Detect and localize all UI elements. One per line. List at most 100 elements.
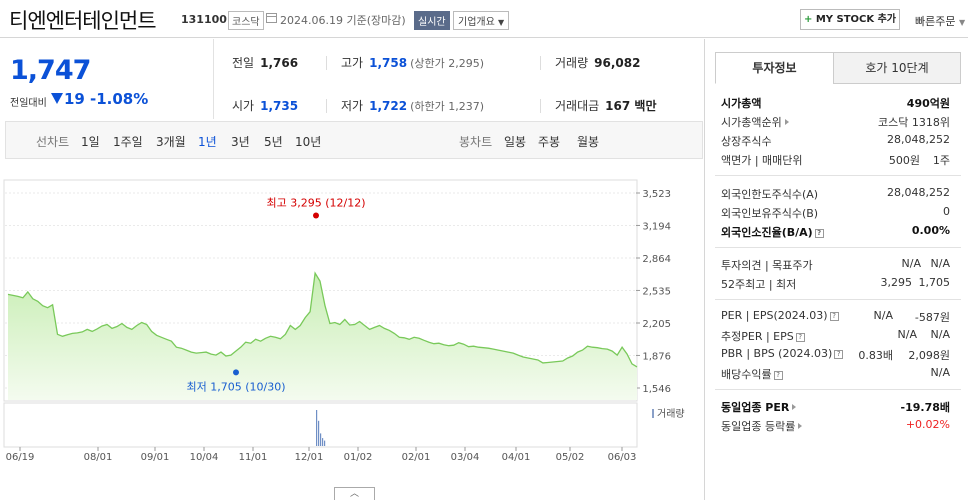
price-change-pct: -1.08%: [90, 90, 149, 108]
y-tick-label: 2,864: [642, 254, 671, 265]
help-icon[interactable]: ?: [834, 350, 844, 359]
corp-info-dropdown[interactable]: 기업개요 ▼: [453, 11, 510, 30]
stat-amount: 거래대금 167 백만: [555, 99, 657, 113]
row-industry-rate[interactable]: 동일업종 등락률 +0.02%: [721, 418, 950, 433]
arrow-right-icon: [792, 404, 797, 410]
tab-1y[interactable]: 1년: [198, 135, 217, 149]
row-per-eps: PER | EPS(2024.03)? N/A -587원: [721, 309, 950, 324]
down-triangle-icon: [51, 93, 63, 104]
stock-code: 131100: [181, 13, 227, 26]
y-tick-label: 3,194: [642, 221, 671, 232]
help-icon[interactable]: ?: [814, 229, 824, 238]
x-tick-label: 11/01: [239, 452, 268, 463]
tab-daily[interactable]: 일봉: [504, 135, 527, 149]
row-foreign-ratio: 외국인소진율(B/A)? 0.00%: [721, 224, 950, 239]
tab-invest-info[interactable]: 투자정보: [715, 52, 834, 84]
quick-order-button[interactable]: 빠른주문 ▼: [915, 15, 966, 28]
tab-monthly[interactable]: 월봉: [577, 135, 600, 149]
x-tick-label: 12/01: [295, 452, 324, 463]
row-foreign-limit: 외국인한도주식수(A) 28,048,252: [721, 186, 950, 201]
volume-legend-swatch: [652, 409, 654, 418]
tab-quote-10[interactable]: 호가 10단계: [833, 52, 961, 84]
y-tick-label: 1,876: [642, 351, 671, 362]
chevron-up-icon: ︿: [349, 489, 359, 499]
stat-volume: 거래량 96,082: [555, 56, 641, 70]
base-date: 2024.06.19 기준(장마감): [280, 14, 406, 27]
low-marker: [233, 369, 239, 376]
chevron-down-icon: ▼: [958, 18, 966, 27]
row-market-cap: 시가총액 490억원: [721, 97, 950, 110]
stat-prev: 전일 1,766: [232, 56, 299, 70]
help-icon[interactable]: ?: [795, 333, 805, 342]
volume-bar: [324, 440, 326, 446]
x-tick-label: 01/02: [344, 452, 373, 463]
price-summary: 1,747 전일대비 19 -1.08%: [0, 39, 213, 119]
row-dividend: 배당수익률? N/A: [721, 366, 950, 381]
arrow-right-icon: [784, 119, 789, 125]
y-tick-label: 2,535: [642, 286, 671, 297]
price-line: [7, 271, 638, 368]
chevron-down-icon: ▼: [498, 18, 505, 27]
y-tick-label: 3,523: [642, 189, 671, 200]
price-area: [8, 273, 637, 400]
volume-bar: [320, 433, 322, 446]
current-price: 1,747: [10, 55, 91, 86]
tab-1d[interactable]: 1일: [81, 135, 100, 149]
volume-bar: [322, 438, 324, 446]
tab-10y[interactable]: 10년: [295, 135, 322, 149]
chart-period-tabs: 선차트 1일 1주일 3개월 1년 3년 5년 10년 봉차트 일봉 주봉 월봉: [5, 121, 703, 159]
row-foreign-hold: 외국인보유주식수(B) 0: [721, 205, 950, 220]
stock-header: 티엔엔터테인먼트 131100 코스닥 2024.06.19 기준(장마감) 실…: [0, 0, 968, 38]
x-tick-label: 09/01: [141, 452, 170, 463]
calendar-icon: [266, 13, 277, 23]
stat-open: 시가 1,735: [232, 99, 299, 113]
row-par: 액면가 | 매매단위 500원 1주: [721, 154, 950, 167]
help-icon[interactable]: ?: [773, 371, 783, 380]
x-tick-label: 03/04: [451, 452, 480, 463]
tab-1w[interactable]: 1주일: [113, 135, 143, 149]
high-label: 최고 3,295 (12/12): [266, 196, 365, 209]
stat-low: 저가 1,722 (하한가 1,237): [341, 99, 484, 113]
price-change: 19: [64, 90, 85, 108]
invest-info-panel: 투자정보 호가 10단계 시가총액 490억원 시가총액순위 코스닥 1318위 상…: [704, 39, 968, 500]
x-tick-label: 04/01: [502, 452, 531, 463]
x-tick-label: 06/03: [608, 452, 637, 463]
x-tick-label: 05/02: [556, 452, 585, 463]
price-chart-svg: 3,523 3,194 2,864 2,535 2,205 1,876 1,546 최고 3,…: [3, 179, 685, 463]
row-opinion: 투자의견 | 목표주가 N/A N/A: [721, 257, 950, 272]
realtime-button[interactable]: 실시간: [414, 11, 450, 30]
mystock-add-button[interactable]: + MY STOCK 추가: [800, 9, 900, 30]
row-52w: 52주최고 | 최저 3,295 1,705: [721, 276, 950, 291]
x-tick-label: 06/19: [6, 452, 35, 463]
row-pbr-bps: PBR | BPS (2024.03)? 0.83배 2,098원: [721, 347, 950, 362]
row-est-per: 추정PER | EPS? N/A N/A: [721, 328, 950, 343]
row-shares: 상장주식수 28,048,252: [721, 133, 950, 148]
row-industry-per[interactable]: 동일업종 PER -19.78배: [721, 401, 950, 414]
candle-chart-label: 봉차트: [459, 135, 493, 149]
stock-name: 티엔엔터테인먼트: [9, 9, 157, 33]
plus-icon: +: [803, 14, 813, 25]
price-chart[interactable]: 3,523 3,194 2,864 2,535 2,205 1,876 1,546 최고 3,…: [0, 160, 703, 500]
y-tick-label: 2,205: [642, 319, 671, 330]
x-tick-label: 08/01: [84, 452, 113, 463]
low-label: 최저 1,705 (10/30): [186, 380, 285, 393]
x-tick-label: 10/04: [190, 452, 219, 463]
volume-legend: 거래량: [657, 408, 685, 420]
tab-3m[interactable]: 3개월: [156, 135, 186, 149]
tab-weekly[interactable]: 주봉: [538, 135, 561, 149]
line-chart-label: 선차트: [36, 135, 70, 149]
tab-3y[interactable]: 3년: [231, 135, 250, 149]
price-stats: 전일 1,766 고가 1,758 (상한가 2,295) 거래량 96,082 시가 1…: [213, 39, 703, 119]
y-tick-label: 1,546: [642, 384, 671, 395]
volume-bar: [318, 420, 320, 446]
row-rank[interactable]: 시가총액순위 코스닥 1318위: [721, 116, 950, 129]
change-label: 전일대비: [10, 98, 47, 109]
market-badge: 코스닥: [228, 11, 264, 30]
stat-high: 고가 1,758 (상한가 2,295): [341, 56, 484, 70]
tab-5y[interactable]: 5년: [264, 135, 283, 149]
volume-bar: [316, 410, 318, 446]
arrow-right-icon: [798, 423, 803, 429]
help-icon[interactable]: ?: [829, 312, 839, 321]
collapse-chart-button[interactable]: ︿: [334, 487, 375, 500]
high-marker: [313, 212, 319, 219]
